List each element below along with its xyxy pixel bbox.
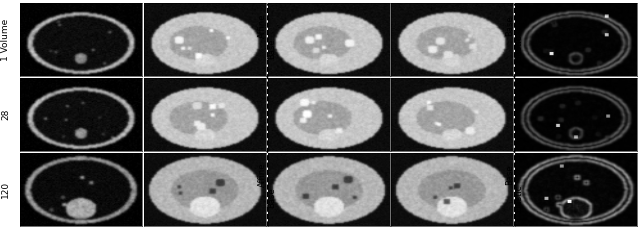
Text: 28: 28 bbox=[1, 109, 10, 120]
Text: Base: Base bbox=[267, 188, 276, 208]
Text: Affine: Affine bbox=[258, 162, 267, 187]
Text: Affine: Affine bbox=[258, 13, 267, 38]
Text: Base: Base bbox=[505, 15, 514, 35]
Text: 120: 120 bbox=[1, 181, 10, 198]
Text: Elastic: Elastic bbox=[514, 184, 523, 212]
Text: Elastic: Elastic bbox=[514, 35, 523, 62]
Text: Base: Base bbox=[267, 38, 276, 59]
Text: Base: Base bbox=[505, 164, 514, 185]
Text: 1 Volume: 1 Volume bbox=[1, 19, 10, 61]
